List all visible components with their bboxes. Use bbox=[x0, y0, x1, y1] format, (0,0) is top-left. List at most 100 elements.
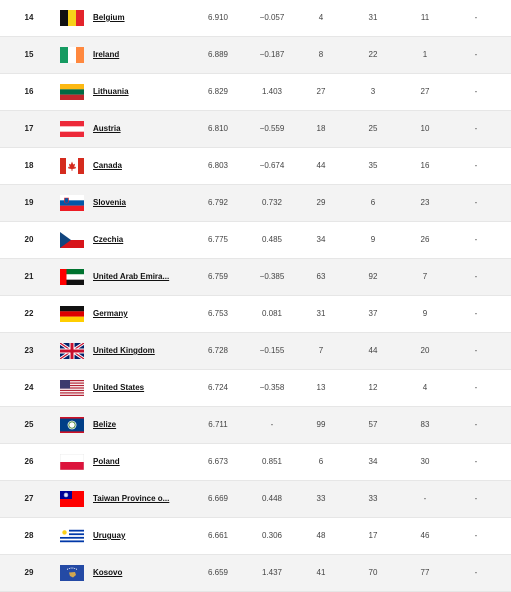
column-4-cell: - bbox=[474, 161, 478, 170]
column-4-cell: - bbox=[474, 124, 478, 133]
column-1-cell: 44 bbox=[316, 161, 326, 170]
column-2-cell: 12 bbox=[368, 383, 378, 392]
table-row: 28 Uruguay 6.661 0.306 48 17 46 - bbox=[0, 518, 511, 555]
table-row: 21 United Arab Emira... 6.759 −0.385 63 92 7 - bbox=[0, 259, 511, 296]
column-3-cell: 4 bbox=[422, 383, 428, 392]
change-cell: 0.306 bbox=[261, 531, 283, 540]
country-link[interactable]: Ireland bbox=[93, 50, 120, 59]
column-1-cell: 41 bbox=[316, 568, 326, 577]
rank-cell: 14 bbox=[24, 13, 34, 22]
column-4-cell: - bbox=[474, 13, 478, 22]
column-2-cell: 34 bbox=[368, 457, 378, 466]
table-row: 14 Belgium 6.910 −0.057 4 31 11 - bbox=[0, 0, 511, 37]
column-2-cell: 92 bbox=[368, 272, 378, 281]
change-cell: - bbox=[270, 420, 274, 429]
rank-cell: 28 bbox=[24, 531, 34, 540]
country-link[interactable]: United Kingdom bbox=[93, 346, 155, 355]
column-1-cell: 13 bbox=[316, 383, 326, 392]
column-3-cell: - bbox=[423, 494, 427, 503]
table-row: 26 Poland 6.673 0.851 6 34 30 - bbox=[0, 444, 511, 481]
change-cell: −0.057 bbox=[259, 13, 285, 22]
country-link[interactable]: Austria bbox=[93, 124, 121, 133]
country-link[interactable]: Kosovo bbox=[93, 568, 123, 577]
column-4-cell: - bbox=[474, 346, 478, 355]
column-1-cell: 7 bbox=[318, 346, 324, 355]
column-4-cell: - bbox=[474, 309, 478, 318]
column-1-cell: 4 bbox=[318, 13, 324, 22]
score-cell: 6.759 bbox=[207, 272, 229, 281]
column-3-cell: 1 bbox=[422, 50, 428, 59]
column-3-cell: 7 bbox=[422, 272, 428, 281]
country-link[interactable]: Germany bbox=[93, 309, 128, 318]
column-2-cell: 33 bbox=[368, 494, 378, 503]
germany-flag-icon bbox=[60, 306, 84, 322]
column-4-cell: - bbox=[474, 531, 478, 540]
column-2-cell: 70 bbox=[368, 568, 378, 577]
column-3-cell: 26 bbox=[420, 235, 430, 244]
table-row: 25 Belize 6.711 - 99 57 83 - bbox=[0, 407, 511, 444]
change-cell: −0.674 bbox=[259, 161, 285, 170]
score-cell: 6.753 bbox=[207, 309, 229, 318]
slovenia-flag-icon bbox=[60, 195, 84, 211]
table-row: 15 Ireland 6.889 −0.187 8 22 1 - bbox=[0, 37, 511, 74]
change-cell: 0.732 bbox=[261, 198, 283, 207]
country-link[interactable]: Canada bbox=[93, 161, 122, 170]
score-cell: 6.711 bbox=[208, 420, 228, 429]
column-3-cell: 16 bbox=[420, 161, 430, 170]
column-3-cell: 77 bbox=[420, 568, 430, 577]
country-link[interactable]: Belgium bbox=[93, 13, 125, 22]
belgium-flag-icon bbox=[60, 10, 84, 26]
table-row: 27 Taiwan Province o... 6.669 0.448 33 33 - - bbox=[0, 481, 511, 518]
column-3-cell: 46 bbox=[420, 531, 430, 540]
rank-cell: 21 bbox=[24, 272, 34, 281]
rank-cell: 26 bbox=[24, 457, 34, 466]
column-3-cell: 10 bbox=[420, 124, 430, 133]
change-cell: 0.851 bbox=[261, 457, 283, 466]
rank-cell: 29 bbox=[24, 568, 34, 577]
country-link[interactable]: Czechia bbox=[93, 235, 124, 244]
czechia-flag-icon bbox=[60, 232, 84, 248]
column-4-cell: - bbox=[474, 272, 478, 281]
rank-cell: 17 bbox=[24, 124, 34, 133]
column-2-cell: 22 bbox=[368, 50, 378, 59]
uk-flag-icon bbox=[60, 343, 84, 359]
score-cell: 6.659 bbox=[207, 568, 229, 577]
column-1-cell: 33 bbox=[316, 494, 326, 503]
change-cell: 0.081 bbox=[261, 309, 283, 318]
country-link[interactable]: Poland bbox=[93, 457, 120, 466]
country-link[interactable]: Belize bbox=[93, 420, 117, 429]
country-link[interactable]: Uruguay bbox=[93, 531, 126, 540]
change-cell: −0.187 bbox=[259, 50, 285, 59]
uruguay-flag-icon bbox=[60, 528, 84, 544]
score-cell: 6.792 bbox=[207, 198, 229, 207]
country-link[interactable]: Slovenia bbox=[93, 198, 126, 207]
rank-cell: 15 bbox=[24, 50, 34, 59]
column-1-cell: 34 bbox=[316, 235, 326, 244]
column-2-cell: 37 bbox=[368, 309, 378, 318]
column-1-cell: 6 bbox=[318, 457, 324, 466]
table-row: 19 Slovenia 6.792 0.732 29 6 23 - bbox=[0, 185, 511, 222]
score-cell: 6.728 bbox=[207, 346, 229, 355]
column-4-cell: - bbox=[474, 420, 478, 429]
column-1-cell: 63 bbox=[316, 272, 326, 281]
table-row: 16 Lithuania 6.829 1.403 27 3 27 - bbox=[0, 74, 511, 111]
ireland-flag-icon bbox=[60, 47, 84, 63]
table-row: 18 Canada 6.803 −0.674 44 35 16 - bbox=[0, 148, 511, 185]
lithuania-flag-icon bbox=[60, 84, 84, 100]
poland-flag-icon bbox=[60, 454, 84, 470]
country-link[interactable]: Taiwan Province o... bbox=[93, 494, 170, 503]
country-link[interactable]: United States bbox=[93, 383, 145, 392]
column-1-cell: 8 bbox=[318, 50, 324, 59]
score-cell: 6.803 bbox=[207, 161, 229, 170]
column-1-cell: 99 bbox=[316, 420, 326, 429]
column-3-cell: 9 bbox=[422, 309, 428, 318]
column-2-cell: 9 bbox=[370, 235, 376, 244]
column-1-cell: 31 bbox=[316, 309, 326, 318]
change-cell: 1.403 bbox=[261, 87, 283, 96]
rank-cell: 16 bbox=[24, 87, 34, 96]
country-link[interactable]: United Arab Emira... bbox=[93, 272, 170, 281]
table-row: 24 United States 6.724 −0.358 13 12 4 - bbox=[0, 370, 511, 407]
country-link[interactable]: Lithuania bbox=[93, 87, 129, 96]
rank-cell: 27 bbox=[24, 494, 34, 503]
